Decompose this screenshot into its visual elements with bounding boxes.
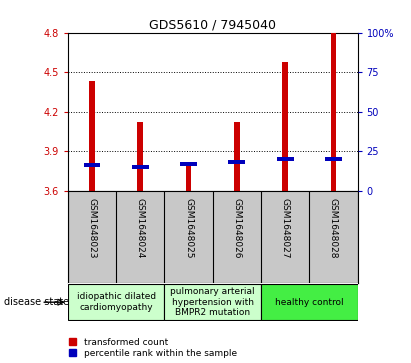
Bar [68,284,164,321]
Text: GSM1648024: GSM1648024 [136,198,145,258]
Text: GSM1648023: GSM1648023 [88,198,97,258]
Text: GSM1648028: GSM1648028 [329,198,338,258]
Bar [229,160,245,164]
Text: disease state: disease state [4,297,69,307]
Bar [261,284,358,321]
Bar [89,81,95,191]
Bar [330,33,336,191]
Bar [234,122,240,191]
Bar [164,284,261,321]
Text: GSM1648026: GSM1648026 [232,198,241,258]
Bar [137,122,143,191]
Text: healthy control: healthy control [275,298,344,307]
Bar [277,157,293,161]
Text: pulmonary arterial
hypertension with
BMPR2 mutation: pulmonary arterial hypertension with BMP… [171,287,255,317]
Title: GDS5610 / 7945040: GDS5610 / 7945040 [149,19,276,32]
Legend: transformed count, percentile rank within the sample: transformed count, percentile rank withi… [68,337,238,359]
Bar [282,62,288,191]
Bar [325,157,342,161]
Bar [180,162,197,166]
Text: idiopathic dilated
cardiomyopathy: idiopathic dilated cardiomyopathy [76,293,156,312]
Text: GSM1648025: GSM1648025 [184,198,193,258]
Bar [83,163,100,167]
Bar [186,162,192,191]
Bar [132,165,149,169]
Text: GSM1648027: GSM1648027 [281,198,290,258]
